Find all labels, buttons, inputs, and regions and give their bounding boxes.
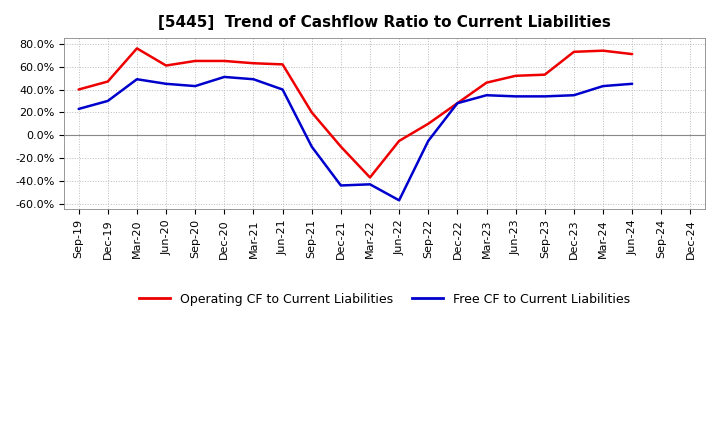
Title: [5445]  Trend of Cashflow Ratio to Current Liabilities: [5445] Trend of Cashflow Ratio to Curren… <box>158 15 611 30</box>
Legend: Operating CF to Current Liabilities, Free CF to Current Liabilities: Operating CF to Current Liabilities, Fre… <box>134 288 635 311</box>
